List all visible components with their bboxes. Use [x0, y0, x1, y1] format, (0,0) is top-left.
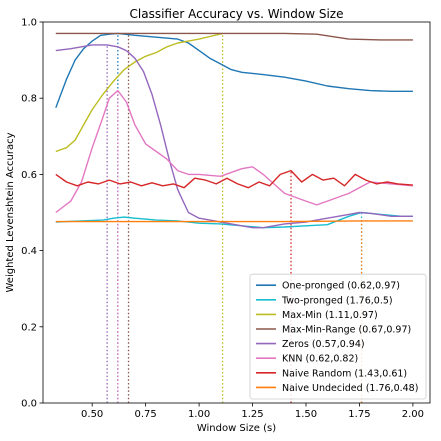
legend-entry: KNN (0.62,0.82)	[282, 354, 358, 365]
y-axis-label: Weighted Levenshtein Accuracy	[5, 132, 16, 292]
legend-entry: Max-Min-Range (0.67,0.97)	[282, 325, 411, 336]
y-tick-label: 0.4	[21, 246, 37, 257]
x-tick-label: 0.50	[81, 409, 103, 420]
series-line	[55, 44, 413, 229]
x-tick-label: 0.75	[134, 409, 156, 420]
x-tick-label: 1.50	[295, 409, 317, 420]
series-line	[55, 32, 413, 108]
legend-entry: Max-Min (1.11,0.97)	[282, 310, 378, 321]
series-line	[55, 32, 223, 153]
x-tick-label: 1.25	[241, 409, 263, 420]
series-line	[55, 89, 413, 214]
series-line	[55, 32, 413, 41]
legend: One-pronged (0.62,0.97) Two-pronged (1.76…	[249, 273, 427, 400]
x-axis-label: Window Size (s)	[197, 423, 276, 434]
x-tick-label: 2.00	[402, 409, 424, 420]
axes-frame	[42, 21, 431, 404]
legend-entry: One-pronged (0.62,0.97)	[282, 281, 400, 292]
legend-entry: Zeros (0.57,0.94)	[282, 339, 365, 350]
legend-entry: Naive Random (1.43,0.61)	[282, 368, 407, 379]
series-lines	[55, 32, 413, 229]
series-line	[55, 169, 413, 189]
y-tick-label: 0.2	[21, 322, 37, 333]
series-line	[55, 220, 413, 223]
y-tick-label: 1.0	[21, 18, 37, 29]
y-tick-label: 0.6	[21, 170, 37, 181]
y-tick-label: 0.8	[21, 94, 37, 105]
axis-ticks: 0.50 0.75 1.00 1.25 1.50 1.75 2.00 0.0 0.2 0.4 0.6…	[21, 18, 424, 421]
x-tick-label: 1.75	[348, 409, 370, 420]
legend-entry: Two-pronged (1.76,0.5)	[281, 295, 393, 306]
legend-entry: Naive Undecided (1.76,0.48)	[282, 383, 418, 394]
chart-title: Classifier Accuracy vs. Window Size	[130, 7, 344, 21]
y-tick-label: 0.0	[21, 399, 37, 410]
x-tick-label: 1.00	[188, 409, 210, 420]
legend-box	[249, 273, 427, 400]
